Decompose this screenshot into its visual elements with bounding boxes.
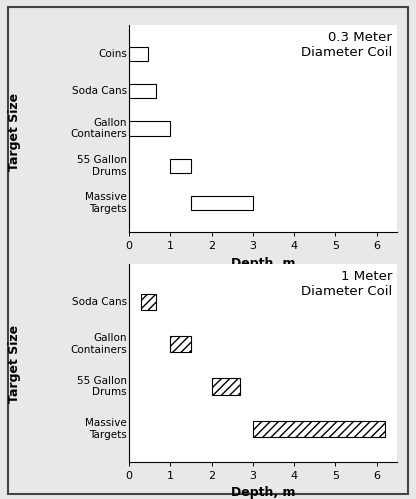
Text: 0.3 Meter
Diameter Coil: 0.3 Meter Diameter Coil <box>301 31 392 59</box>
Text: Massive
Targets: Massive Targets <box>85 192 127 214</box>
Text: Coins: Coins <box>98 49 127 59</box>
Bar <box>253 421 385 437</box>
Text: Soda Cans: Soda Cans <box>72 297 127 307</box>
Text: Target Size: Target Size <box>8 325 21 403</box>
Bar <box>129 47 148 61</box>
Bar <box>170 336 191 352</box>
Bar <box>141 294 156 310</box>
Text: Target Size: Target Size <box>8 93 21 171</box>
Bar <box>129 84 156 98</box>
Bar <box>211 378 240 395</box>
X-axis label: Depth, m: Depth, m <box>231 486 295 499</box>
Bar <box>191 196 253 210</box>
Text: 1 Meter
Diameter Coil: 1 Meter Diameter Coil <box>301 270 392 298</box>
Text: 55 Gallon
Drums: 55 Gallon Drums <box>77 155 127 177</box>
Text: Massive
Targets: Massive Targets <box>85 418 127 440</box>
Text: Gallon
Containers: Gallon Containers <box>70 333 127 355</box>
Text: Gallon
Containers: Gallon Containers <box>70 118 127 139</box>
Bar <box>170 159 191 173</box>
Bar <box>129 121 170 136</box>
Text: 55 Gallon
Drums: 55 Gallon Drums <box>77 376 127 397</box>
X-axis label: Depth, m: Depth, m <box>231 256 295 269</box>
Text: Soda Cans: Soda Cans <box>72 86 127 96</box>
